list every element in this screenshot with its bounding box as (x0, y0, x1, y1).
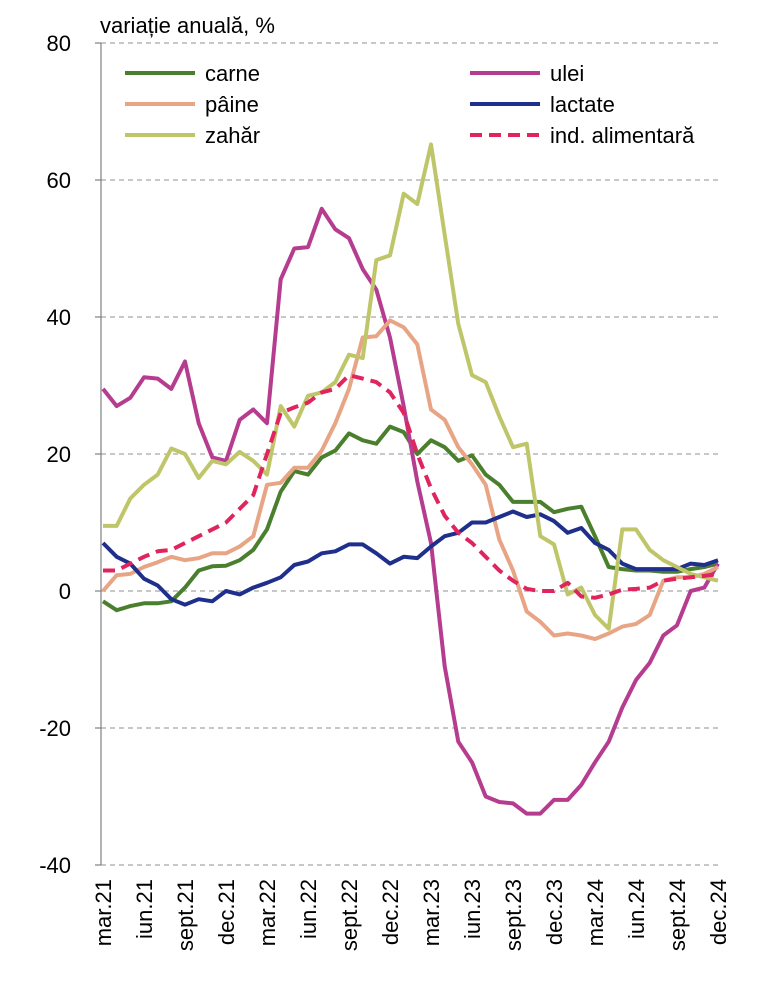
x-tick-label: dec.22 (378, 879, 403, 945)
series-line (103, 142, 719, 631)
x-tick-label: dec.24 (706, 879, 731, 945)
x-tick-label: dec.21 (214, 879, 239, 945)
y-tick-label: 80 (47, 31, 71, 56)
legend-label: pâine (205, 92, 259, 117)
x-tick-label: mar.22 (255, 879, 280, 946)
x-tick-label: mar.23 (419, 879, 444, 946)
series-line (103, 373, 719, 600)
x-tick-label: iun.21 (132, 879, 157, 939)
x-tick-label: iun.24 (624, 879, 649, 939)
x-tick-label: iun.22 (296, 879, 321, 939)
y-tick-label: 40 (47, 305, 71, 330)
series-line (101, 318, 719, 641)
chart-title: variație anuală, % (100, 13, 275, 38)
x-tick-label: sept.24 (665, 879, 690, 951)
x-tick-label: iun.23 (460, 879, 485, 939)
legend-label: zahăr (205, 123, 260, 148)
legend-label: lactate (550, 92, 615, 117)
legend-label: ulei (550, 61, 584, 86)
y-tick-label: -20 (39, 716, 71, 741)
x-tick-label: dec.23 (542, 879, 567, 945)
x-tick-label: mar.24 (583, 879, 608, 946)
x-tick-label: mar.21 (91, 879, 116, 946)
x-tick-label: sept.23 (501, 879, 526, 951)
series-line (101, 509, 719, 607)
y-tick-label: 0 (59, 579, 71, 604)
x-tick-label: sept.22 (337, 879, 362, 951)
legend-label: ind. alimentară (550, 123, 695, 148)
series-line (101, 206, 720, 816)
legend-label: carne (205, 61, 260, 86)
y-tick-label: 20 (47, 442, 71, 467)
y-tick-label: -40 (39, 853, 71, 878)
x-tick-label: sept.21 (173, 879, 198, 951)
y-tick-label: 60 (47, 168, 71, 193)
